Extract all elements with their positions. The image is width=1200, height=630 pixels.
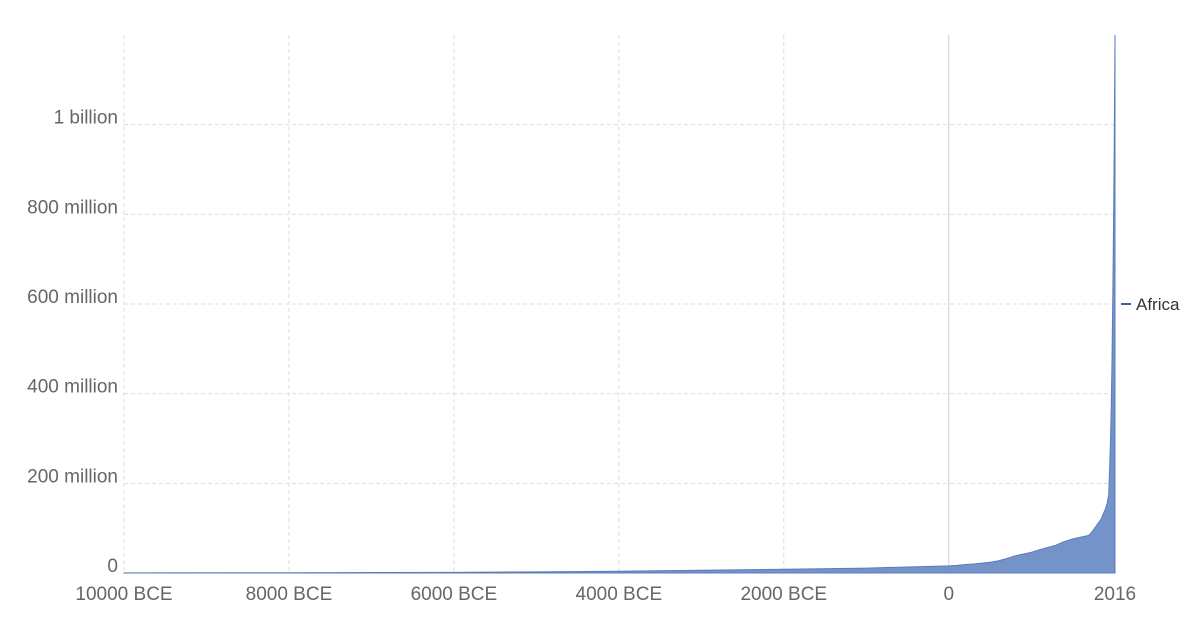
x-axis-ticks: 10000 BCE 8000 BCE 6000 BCE 4000 BCE 2000 BC… bbox=[75, 584, 1136, 605]
x-tick-label: 6000 BCE bbox=[411, 584, 498, 605]
y-tick-label: 0 bbox=[107, 556, 118, 577]
y-tick-label: 800 million bbox=[27, 197, 118, 218]
legend-label-africa: Africa bbox=[1136, 295, 1180, 314]
y-tick-label: 600 million bbox=[27, 287, 118, 308]
y-axis-ticks: 0 200 million 400 million 600 million 800 mi… bbox=[27, 108, 118, 577]
y-tick-label: 1 billion bbox=[54, 108, 118, 129]
series-area-africa bbox=[123, 34, 1116, 574]
x-tick-label: 2016 bbox=[1094, 584, 1136, 605]
x-tick-label: 0 bbox=[943, 584, 954, 605]
series-area bbox=[123, 34, 1116, 574]
y-tick-label: 400 million bbox=[27, 377, 118, 398]
legend: Africa bbox=[1121, 295, 1180, 314]
grid-lines bbox=[123, 35, 1116, 573]
x-tick-label: 2000 BCE bbox=[740, 584, 827, 605]
x-tick-label: 4000 BCE bbox=[576, 584, 663, 605]
x-tick-label: 8000 BCE bbox=[246, 584, 333, 605]
x-tick-label: 10000 BCE bbox=[75, 584, 172, 605]
y-tick-label: 200 million bbox=[27, 466, 118, 487]
